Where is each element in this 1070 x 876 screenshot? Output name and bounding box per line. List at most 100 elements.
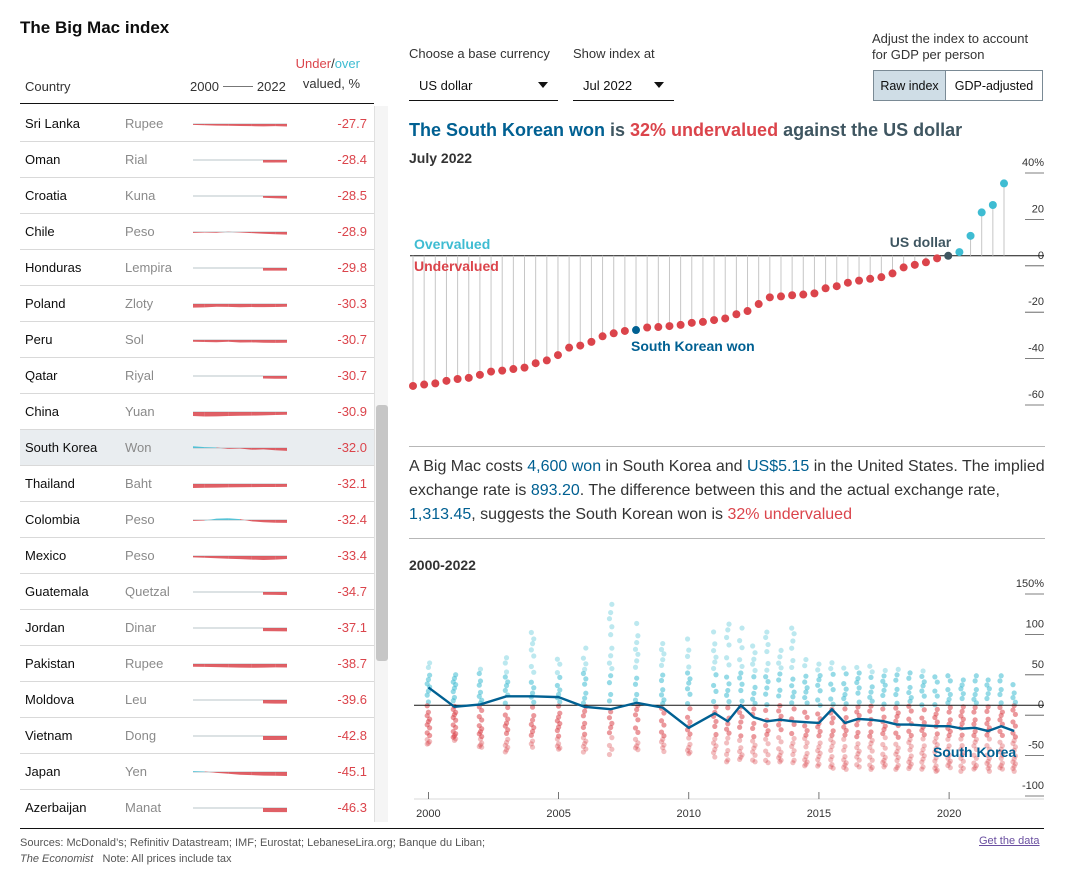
lollipop-point[interactable] xyxy=(877,273,886,282)
lollipop-point[interactable] xyxy=(743,307,752,316)
row-currency: Zloty xyxy=(125,296,154,311)
history-dot xyxy=(817,740,823,746)
footer-sources-text: Sources: McDonald’s; Refinitiv Datastrea… xyxy=(20,837,486,849)
lollipop-point[interactable] xyxy=(754,300,763,309)
table-scrollbar-thumb[interactable] xyxy=(376,405,388,661)
lollipop-point[interactable] xyxy=(910,260,919,269)
table-row[interactable]: Oman Rial -28.4 xyxy=(20,142,374,178)
table-row[interactable]: Guatemala Quetzal -34.7 xyxy=(20,574,374,610)
gdp-adjusted-button[interactable]: GDP-adjusted xyxy=(946,71,1042,100)
divider xyxy=(409,538,1045,539)
table-row[interactable]: China Yuan -30.9 xyxy=(20,394,374,430)
row-value: -34.7 xyxy=(337,584,367,599)
table-row[interactable]: Qatar Riyal -30.7 xyxy=(20,358,374,394)
lollipop-point[interactable] xyxy=(866,274,875,283)
history-dot xyxy=(959,743,965,749)
table-row[interactable]: Honduras Lempira -29.8 xyxy=(20,250,374,286)
table-row[interactable]: Jordan Dinar -37.1 xyxy=(20,610,374,646)
gdp-adjust-label: Adjust the index to account for GDP per … xyxy=(872,31,1028,63)
sparkline-segment xyxy=(204,124,217,126)
lollipop-point[interactable] xyxy=(776,292,785,301)
lollipop-point[interactable] xyxy=(654,323,663,332)
table-row[interactable]: Mexico Peso -33.4 xyxy=(20,538,374,574)
column-header-country[interactable]: Country xyxy=(25,79,71,94)
lollipop-point[interactable] xyxy=(565,343,574,352)
sparkline-segment xyxy=(193,556,205,558)
lollipop-point[interactable] xyxy=(620,326,629,335)
table-row[interactable]: Japan Yen -45.1 xyxy=(20,754,374,790)
lollipop-point[interactable] xyxy=(687,318,696,327)
lollipop-point[interactable] xyxy=(1000,179,1008,188)
lollipop-point[interactable] xyxy=(442,376,451,385)
lollipop-point[interactable] xyxy=(475,370,484,379)
lollipop-point[interactable] xyxy=(598,332,607,341)
lollipop-point[interactable] xyxy=(843,278,852,287)
lollipop-point[interactable] xyxy=(587,337,596,346)
table-row[interactable]: Peru Sol -30.7 xyxy=(20,322,374,358)
history-dot xyxy=(893,741,899,747)
lollipop-point[interactable] xyxy=(988,200,997,209)
lollipop-point[interactable] xyxy=(855,276,864,285)
lollipop-point[interactable] xyxy=(765,293,774,302)
column-header-valued[interactable]: Under/over valued, % xyxy=(296,54,360,94)
lollipop-point[interactable] xyxy=(921,258,930,267)
history-dot xyxy=(882,745,888,751)
lollipop-point[interactable] xyxy=(431,379,440,388)
lollipop-point[interactable] xyxy=(955,248,964,257)
base-currency-select[interactable]: US dollar xyxy=(409,70,558,101)
table-row[interactable]: Croatia Kuna -28.5 xyxy=(20,178,374,214)
row-currency: Peso xyxy=(125,512,155,527)
lollipop-point[interactable] xyxy=(732,310,741,319)
lollipop-point[interactable] xyxy=(509,365,518,374)
table-row[interactable]: Chile Peso -28.9 xyxy=(20,214,374,250)
table-row[interactable]: Vietnam Dong -42.8 xyxy=(20,718,374,754)
table-row[interactable]: Moldova Leu -39.6 xyxy=(20,682,374,718)
lollipop-point[interactable] xyxy=(665,322,674,331)
lollipop-point[interactable] xyxy=(698,317,707,326)
table-row[interactable]: Azerbaijan Manat -46.3 xyxy=(20,790,374,822)
lollipop-point[interactable] xyxy=(464,373,473,382)
lollipop-point[interactable] xyxy=(420,380,429,389)
lollipop-point[interactable] xyxy=(576,341,585,350)
lollipop-point[interactable] xyxy=(933,254,942,263)
get-data-link[interactable]: Get the data xyxy=(979,835,1040,847)
lollipop-point[interactable] xyxy=(944,251,953,260)
lollipop-point[interactable] xyxy=(520,363,529,372)
lollipop-point[interactable] xyxy=(821,284,830,293)
lollipop-point[interactable] xyxy=(498,366,507,375)
row-value: -30.7 xyxy=(337,332,367,347)
table-row[interactable]: Colombia Peso -32.4 xyxy=(20,502,374,538)
lollipop-point[interactable] xyxy=(632,326,641,335)
lollipop-point[interactable] xyxy=(531,359,540,368)
lollipop-point[interactable] xyxy=(553,351,562,360)
lollipop-point[interactable] xyxy=(721,314,730,323)
lollipop-point[interactable] xyxy=(977,208,986,217)
lollipop-point[interactable] xyxy=(810,289,819,298)
lollipop-point[interactable] xyxy=(643,323,652,332)
lollipop-point[interactable] xyxy=(487,367,496,376)
row-sparkline xyxy=(193,518,287,523)
lollipop-point[interactable] xyxy=(799,290,808,299)
history-dot xyxy=(765,728,771,734)
table-row[interactable]: Poland Zloty -30.3 xyxy=(20,286,374,322)
table-row[interactable]: Sri Lanka Rupee -27.7 xyxy=(20,106,374,142)
south-korea-line[interactable] xyxy=(427,686,1015,733)
lollipop-point[interactable] xyxy=(676,320,685,329)
lollipop-point[interactable] xyxy=(453,374,462,383)
lollipop-point[interactable] xyxy=(710,316,719,325)
lollipop-point[interactable] xyxy=(899,263,908,272)
table-row[interactable]: Thailand Baht -32.1 xyxy=(20,466,374,502)
show-at-select[interactable]: Jul 2022 xyxy=(573,70,674,101)
history-dot xyxy=(919,688,925,694)
lollipop-point[interactable] xyxy=(888,269,897,278)
lollipop-point[interactable] xyxy=(609,329,618,338)
history-dot xyxy=(606,660,613,666)
lollipop-point[interactable] xyxy=(542,356,551,365)
raw-index-button[interactable]: Raw index xyxy=(874,71,946,100)
lollipop-point[interactable] xyxy=(788,291,797,300)
table-row[interactable]: Pakistan Rupee -38.7 xyxy=(20,646,374,682)
lollipop-point[interactable] xyxy=(409,381,417,390)
table-row[interactable]: South Korea Won -32.0 xyxy=(20,430,374,466)
lollipop-point[interactable] xyxy=(832,282,841,291)
lollipop-point[interactable] xyxy=(966,231,975,240)
